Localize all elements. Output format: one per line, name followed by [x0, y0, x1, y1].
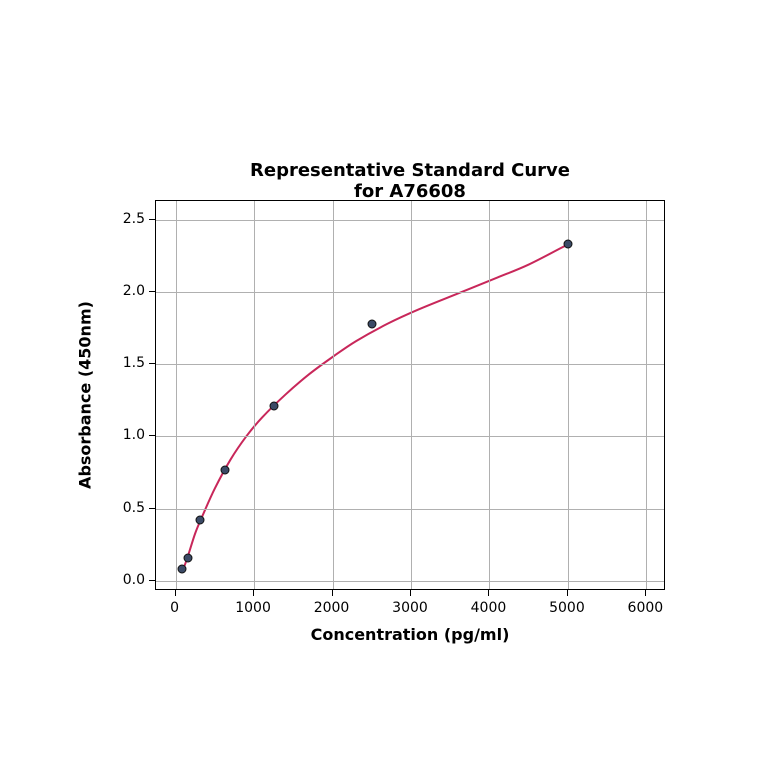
data-point-marker: [269, 402, 278, 411]
data-point-marker: [367, 319, 376, 328]
x-tick-label: 3000: [392, 600, 428, 616]
y-tick: [149, 219, 155, 220]
y-axis-label: Absorbance (450nm): [76, 301, 95, 489]
data-point-marker: [220, 465, 229, 474]
chart-title: Representative Standard Curve for A76608: [233, 160, 587, 202]
x-tick-label: 1000: [235, 600, 271, 616]
y-tick: [149, 291, 155, 292]
x-tick-label: 4000: [471, 600, 507, 616]
gridline-horizontal: [156, 292, 664, 293]
gridline-horizontal: [156, 436, 664, 437]
gridline-vertical: [254, 201, 255, 589]
x-tick: [332, 590, 333, 596]
gridline-vertical: [411, 201, 412, 589]
x-tick: [175, 590, 176, 596]
gridline-horizontal: [156, 509, 664, 510]
y-tick: [149, 363, 155, 364]
chart-canvas: Representative Standard Curve for A76608…: [0, 0, 764, 764]
data-point-marker: [183, 553, 192, 562]
data-point-marker: [563, 240, 572, 249]
gridline-horizontal: [156, 220, 664, 221]
y-tick: [149, 508, 155, 509]
x-axis-label: Concentration (pg/ml): [311, 625, 510, 644]
y-tick-label: 2.0: [115, 283, 145, 299]
gridline-horizontal: [156, 364, 664, 365]
x-tick: [645, 590, 646, 596]
y-tick-label: 0.0: [115, 572, 145, 588]
x-tick: [488, 590, 489, 596]
y-tick: [149, 435, 155, 436]
x-tick-label: 5000: [549, 600, 585, 616]
y-tick-label: 1.0: [115, 427, 145, 443]
gridline-horizontal: [156, 581, 664, 582]
x-tick-label: 2000: [314, 600, 350, 616]
y-tick-label: 0.5: [115, 500, 145, 516]
gridline-vertical: [568, 201, 569, 589]
y-tick-label: 2.5: [115, 211, 145, 227]
x-tick: [410, 590, 411, 596]
x-tick-label: 6000: [628, 600, 664, 616]
plot-area: [155, 200, 665, 590]
data-point-marker: [196, 516, 205, 525]
x-tick-label: 0: [170, 600, 179, 616]
gridline-vertical: [333, 201, 334, 589]
gridline-vertical: [646, 201, 647, 589]
data-point-marker: [177, 565, 186, 574]
gridline-vertical: [489, 201, 490, 589]
gridline-vertical: [176, 201, 177, 589]
x-tick: [253, 590, 254, 596]
fit-curve: [182, 244, 568, 573]
y-tick: [149, 580, 155, 581]
x-tick: [567, 590, 568, 596]
y-tick-label: 1.5: [115, 355, 145, 371]
